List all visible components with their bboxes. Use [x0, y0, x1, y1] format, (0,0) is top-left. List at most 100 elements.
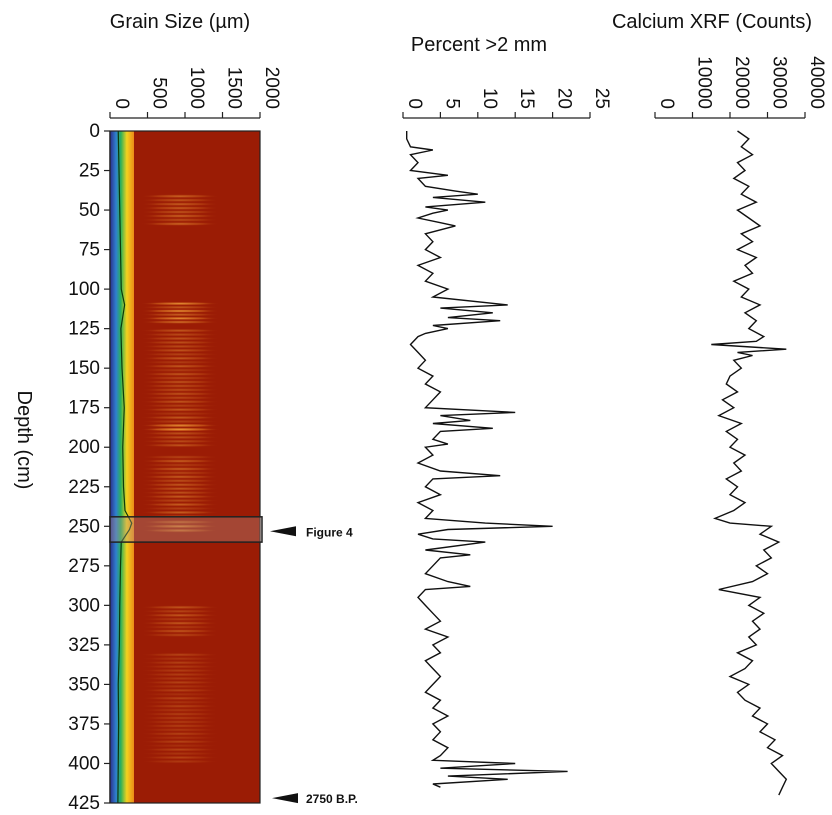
bright-band [140, 735, 220, 740]
bright-band [140, 391, 220, 396]
median-grain-curve [117, 131, 133, 803]
bright-band [140, 755, 220, 760]
depth-tick-label: 350 [68, 674, 100, 695]
calcium-xrf-series-line [711, 130, 788, 796]
figure-4-arrow [270, 526, 296, 537]
bright-band [140, 528, 220, 533]
bright-band [140, 719, 220, 724]
x-tick-label: 500 [149, 77, 170, 109]
bright-band [140, 463, 220, 467]
figure-4-label: Figure 4 [306, 525, 353, 539]
heatmap-fine-fraction-fringe [110, 131, 134, 803]
grain-size-title: Grain Size (µm) [110, 11, 250, 33]
bright-band [140, 668, 220, 673]
bright-band [140, 415, 220, 420]
bright-band [140, 478, 220, 483]
bright-band [140, 383, 220, 388]
bright-band [140, 751, 220, 756]
depth-tick-label: 175 [68, 398, 100, 419]
bright-band [140, 214, 220, 218]
bright-band [140, 672, 220, 677]
bright-band [140, 660, 220, 665]
bright-band [140, 387, 220, 392]
2750-bp-label: 2750 B.P. [306, 792, 358, 806]
grain-size-x-axis: 0 500 1000 1500 2000 [109, 67, 282, 119]
x-tick-label: 10000 [694, 56, 715, 109]
bright-band [140, 198, 220, 203]
bright-band [140, 664, 220, 669]
depth-tick-label: 75 [79, 240, 100, 261]
grain-size-heatmap [110, 131, 260, 803]
percent-2mm-series-line [406, 131, 568, 788]
depth-tick-label: 100 [68, 279, 100, 300]
depth-tick-label: 400 [68, 753, 100, 774]
bright-band [140, 633, 220, 637]
bright-band [140, 352, 220, 357]
bright-band [140, 676, 220, 681]
bright-band [140, 206, 220, 211]
bright-band [140, 344, 220, 349]
bright-band [140, 739, 220, 744]
bright-band [140, 656, 220, 661]
bright-band [140, 423, 220, 428]
bright-band [140, 652, 220, 657]
bright-band [140, 519, 220, 525]
bright-band [140, 506, 220, 511]
bright-band [140, 210, 220, 215]
bright-band [140, 684, 220, 689]
figure-4-highlight-box [109, 516, 263, 543]
depth-axis-title: Depth (cm) [13, 391, 35, 490]
bright-band [140, 403, 220, 408]
bright-band [140, 435, 220, 440]
bright-band [140, 712, 220, 717]
x-tick-label: 10 [479, 88, 500, 109]
bright-band [140, 696, 220, 701]
bright-band [140, 372, 220, 377]
depth-tick-label: 250 [68, 516, 100, 537]
bright-band [140, 743, 220, 748]
bright-band [140, 490, 220, 495]
bright-band [140, 328, 220, 333]
depth-tick-label: 150 [68, 358, 100, 379]
2750-bp-arrow [272, 793, 298, 804]
heatmap-bright-bands [140, 194, 220, 764]
bright-band [140, 340, 220, 345]
bright-band [140, 747, 220, 752]
bright-band [140, 486, 220, 491]
depth-tick-label: 375 [68, 714, 100, 735]
bright-band [140, 502, 220, 507]
bright-band [140, 727, 220, 732]
depth-tick-label: 125 [68, 319, 100, 340]
depth-tick-label: 325 [68, 635, 100, 656]
grain-size-panel: Grain Size (µm) 0 500 1000 1500 2000 Figure … [109, 11, 358, 806]
bright-band [140, 731, 220, 736]
calcium-xrf-x-axis: 0 10000 20000 30000 40000 [654, 56, 827, 119]
x-tick-label: 0 [111, 98, 132, 109]
bright-band [140, 427, 220, 432]
depth-tick-label: 0 [89, 121, 100, 142]
bright-band [140, 609, 220, 614]
bright-band [140, 459, 220, 464]
bright-band [140, 202, 220, 207]
bright-band [140, 498, 220, 503]
depth-axis: 0 25 50 75 100 125 150 175 200 225 250 275 300 325 350… [68, 121, 111, 814]
bright-band [140, 625, 220, 630]
bright-band [140, 431, 220, 436]
bright-band [140, 320, 220, 324]
x-tick-label: 15 [516, 88, 537, 109]
bright-band [140, 621, 220, 626]
bright-band [140, 716, 220, 720]
bright-band [140, 455, 220, 460]
bright-band [140, 723, 220, 728]
bright-band [140, 301, 220, 306]
bright-band [140, 380, 220, 384]
calcium-xrf-title: Calcium XRF (Counts) [612, 11, 812, 33]
percent-2mm-title: Percent >2 mm [411, 34, 547, 56]
depth-tick-label: 225 [68, 477, 100, 498]
x-tick-label: 0 [404, 98, 425, 109]
x-tick-label: 30000 [769, 56, 790, 109]
bright-band [140, 700, 220, 705]
bright-band [140, 688, 220, 693]
x-tick-label: 25 [591, 88, 612, 109]
